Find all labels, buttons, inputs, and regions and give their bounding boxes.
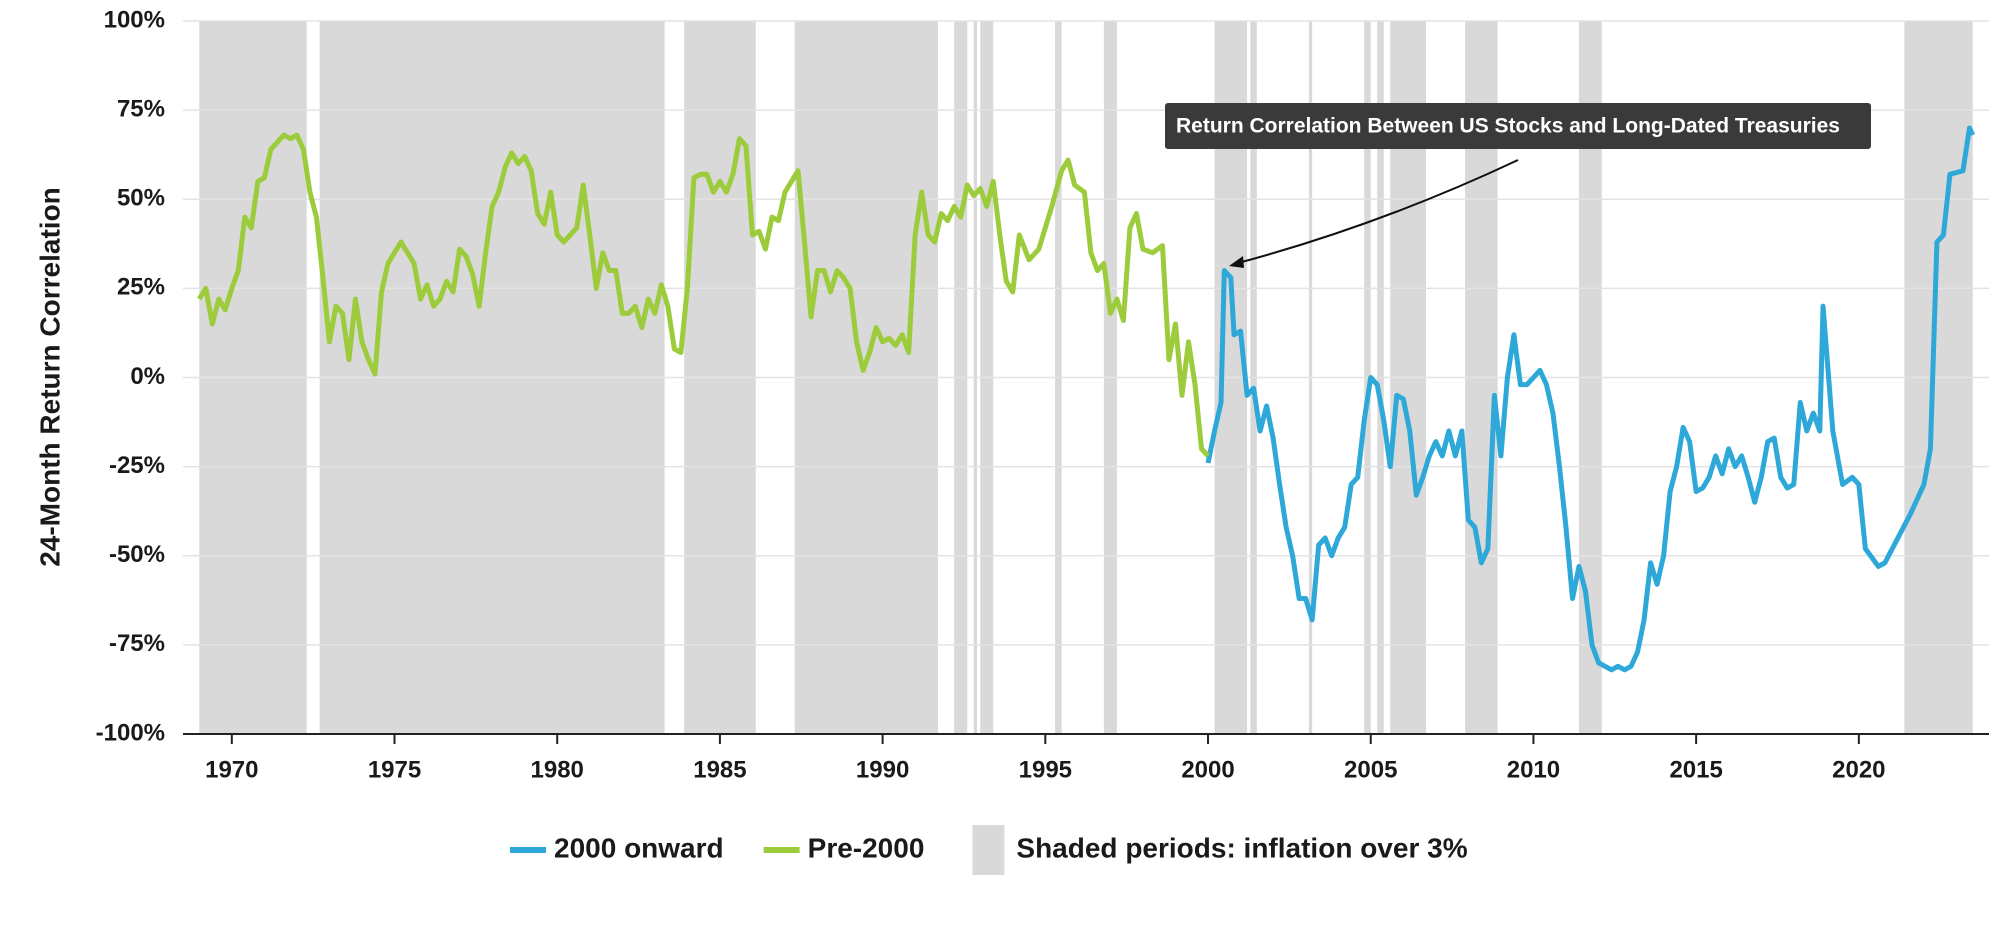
annotation-arrow [1237,159,1519,264]
y-tick-label: 50% [117,185,165,212]
series-line [197,132,1210,458]
x-tick-label: 2020 [1832,756,1885,783]
x-tick-label: 1975 [368,756,421,783]
legend-label: Pre-2000 [808,832,925,863]
x-tick-label: 2000 [1181,756,1234,783]
legend-label: Shaded periods: inflation over 3% [1016,832,1467,863]
x-tick-label: 2015 [1669,756,1722,783]
legend-swatch [972,825,1005,875]
y-tick-label: -100% [96,719,165,746]
series-line [1205,125,1976,673]
x-tick-label: 1985 [693,756,746,783]
annotation-box [1165,103,1871,149]
y-tick-label: 75% [117,95,165,122]
arrow-head [1229,256,1244,268]
x-tick-label: 1970 [205,756,258,783]
y-tick-label: 0% [130,363,165,390]
x-tick-label: 1995 [1019,756,1072,783]
x-tick-label: 1990 [856,756,909,783]
y-tick-label: -50% [109,541,165,568]
x-tick-label: 2010 [1507,756,1560,783]
y-tick-label: -25% [109,452,165,479]
legend-label: 2000 onward [554,832,724,863]
x-tick-label: 2005 [1344,756,1397,783]
y-tick-label: -75% [109,630,165,657]
annotation: Return Correlation Between US Stocks and… [1176,115,1840,138]
y-axis-label: 24-Month Return Correlation [34,187,65,567]
x-tick-label: 1980 [531,756,584,783]
y-tick-label: 100% [104,6,165,33]
y-tick-label: 25% [117,274,165,301]
